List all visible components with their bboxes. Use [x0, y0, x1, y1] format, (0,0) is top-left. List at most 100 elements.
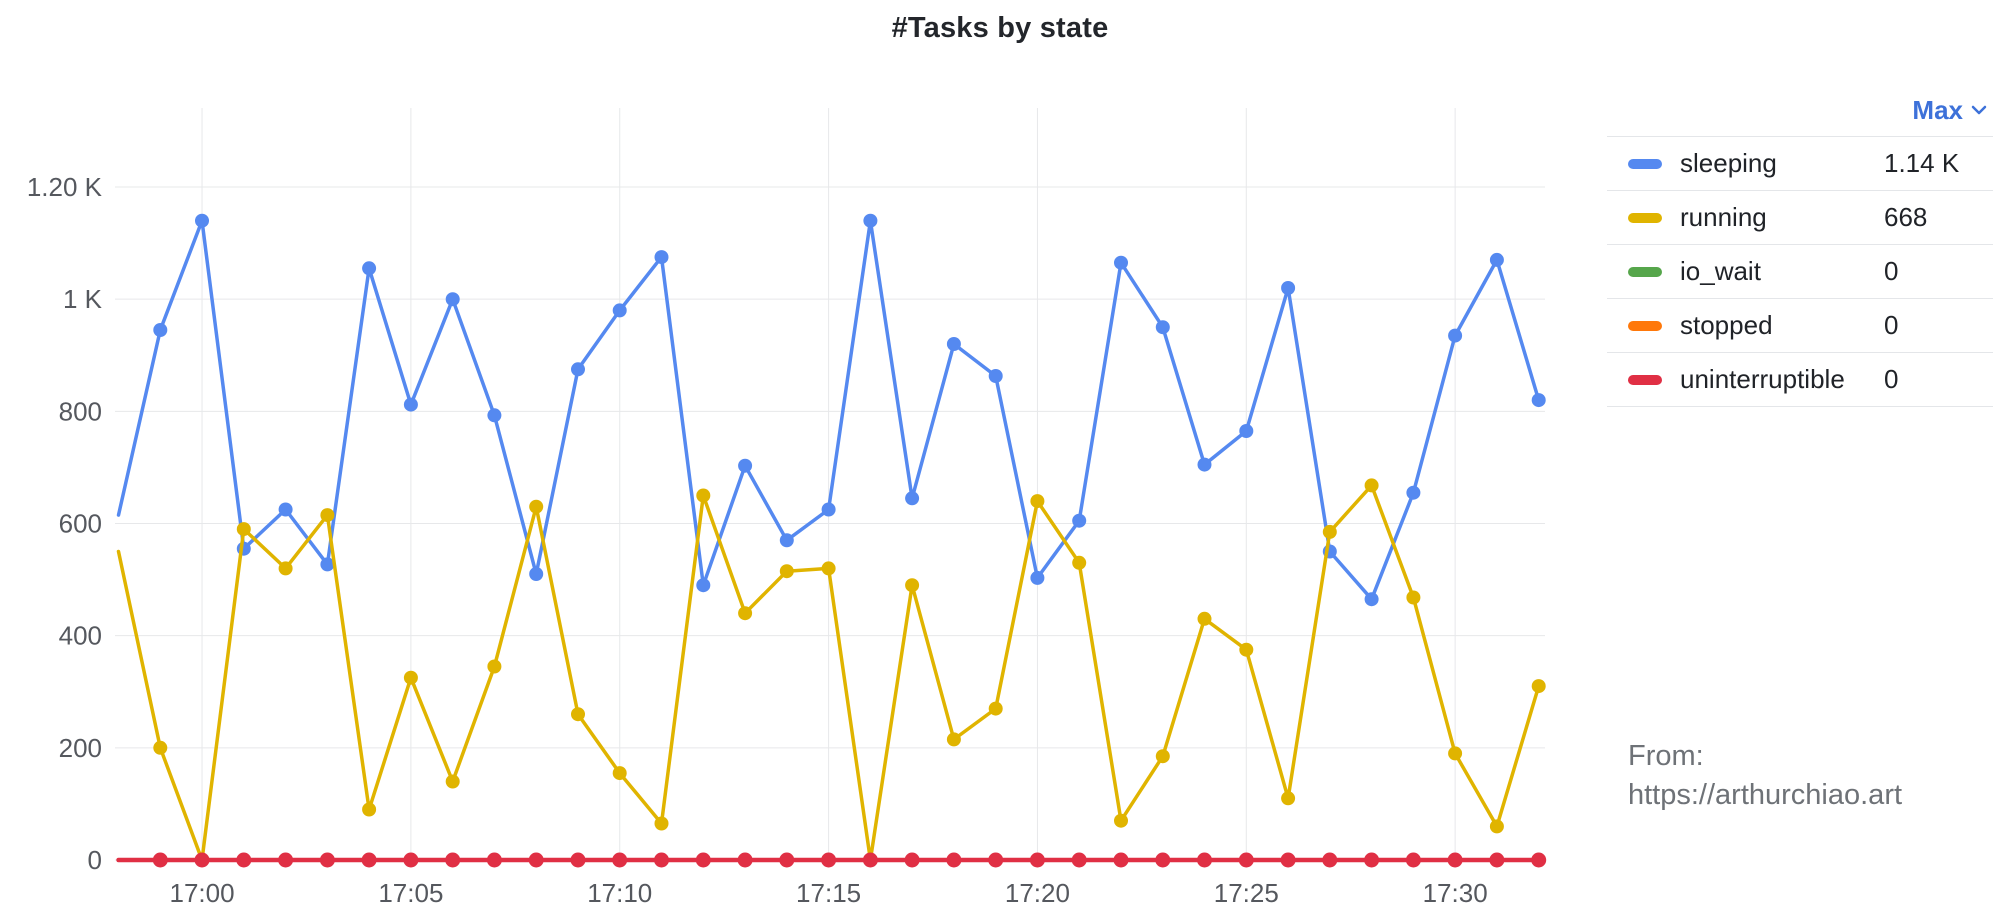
legend-series-name[interactable]: io_wait	[1680, 256, 1761, 286]
data-point-running	[1406, 590, 1421, 605]
legend-row-io-wait[interactable]: io_wait 0	[1607, 245, 1993, 299]
data-point-running	[487, 659, 502, 674]
y-tick-label: 0	[88, 845, 102, 875]
legend-series-name[interactable]: sleeping	[1680, 148, 1777, 178]
data-point-sleeping	[571, 362, 585, 377]
y-tick-label: 200	[59, 733, 102, 763]
y-axis: 0 200 400 600 800 1 K 1.20 K	[27, 172, 1545, 875]
legend-series-max-value: 0	[1884, 364, 1899, 394]
data-point-running	[571, 707, 585, 722]
data-point-uninterruptible	[862, 852, 878, 868]
legend-sort-header[interactable]: Max	[1607, 84, 1993, 137]
data-point-running	[1239, 642, 1254, 657]
data-point-sleeping	[1281, 281, 1296, 295]
data-point-running	[1197, 611, 1212, 626]
data-point-running	[905, 578, 920, 593]
data-point-uninterruptible	[319, 852, 335, 868]
data-point-running	[1322, 524, 1337, 539]
legend-row-uninterruptible[interactable]: uninterruptible 0	[1607, 353, 1993, 407]
data-point-running	[1448, 746, 1463, 761]
legend-row-stopped[interactable]: stopped 0	[1607, 299, 1993, 353]
data-point-sleeping	[1531, 393, 1546, 408]
data-point-running	[738, 606, 753, 621]
legend-series-max-value: 668	[1884, 202, 1928, 232]
data-point-running	[946, 732, 961, 747]
legend-sort-label[interactable]: Max	[1912, 94, 1963, 125]
data-point-uninterruptible	[1029, 852, 1045, 868]
y-tick-label: 1.20 K	[27, 172, 103, 202]
legend-row-sleeping[interactable]: sleeping 1.14 K	[1607, 137, 1993, 191]
x-tick-label: 17:25	[1214, 878, 1279, 908]
data-point-sleeping	[779, 533, 794, 548]
data-point-sleeping	[487, 408, 502, 423]
data-point-uninterruptible	[988, 852, 1004, 868]
chevron-down-icon	[1971, 105, 1987, 115]
attribution-text: From: https://arthurchiao.art	[1628, 737, 1902, 815]
series-color-swatch	[1628, 266, 1662, 277]
data-point-sleeping	[988, 369, 1003, 383]
data-point-uninterruptible	[445, 852, 461, 868]
data-point-uninterruptible	[737, 852, 753, 868]
y-tick-label: 400	[59, 621, 102, 651]
line-chart-plot-area[interactable]: 0 200 400 600 800 1 K 1.20 K 17:00 17:05 17:10 17:…	[0, 0, 1560, 919]
legend-series-name[interactable]: stopped	[1680, 310, 1773, 340]
data-point-sleeping	[236, 541, 251, 556]
x-tick-label: 17:05	[378, 878, 443, 908]
data-point-running	[1030, 494, 1045, 509]
data-point-sleeping	[738, 458, 753, 473]
data-point-uninterruptible	[904, 852, 920, 868]
x-tick-label: 17:00	[170, 878, 235, 908]
data-point-uninterruptible	[1531, 852, 1547, 868]
data-point-uninterruptible	[821, 852, 837, 868]
legend-series-max-value: 0	[1884, 310, 1899, 340]
x-tick-label: 17:10	[587, 878, 652, 908]
attribution-line2: https://arthurchiao.art	[1628, 779, 1903, 811]
data-point-sleeping	[612, 303, 627, 318]
data-point-sleeping	[1114, 255, 1128, 270]
data-point-uninterruptible	[1238, 852, 1254, 868]
data-point-sleeping	[1072, 513, 1087, 528]
legend-row-running[interactable]: running 668	[1607, 191, 1993, 245]
series-running	[116, 478, 1546, 867]
data-point-running	[988, 701, 1003, 716]
data-point-running	[1281, 791, 1296, 806]
legend-series-name[interactable]: running	[1680, 202, 1767, 232]
data-point-running	[362, 802, 377, 817]
data-point-uninterruptible	[236, 852, 252, 868]
data-point-running	[696, 488, 711, 503]
data-point-running	[1072, 555, 1087, 570]
data-point-uninterruptible	[612, 852, 628, 868]
data-point-uninterruptible	[1071, 852, 1087, 868]
series-color-swatch	[1628, 320, 1662, 331]
page-title: #Tasks by state	[891, 12, 1109, 44]
data-point-sleeping	[1155, 320, 1170, 335]
data-point-running	[779, 564, 794, 579]
data-point-sleeping	[362, 261, 377, 276]
legend-series-name[interactable]: uninterruptible	[1680, 364, 1845, 394]
y-tick-label: 1 K	[63, 284, 103, 314]
x-tick-label: 17:30	[1423, 878, 1488, 908]
data-point-running	[529, 499, 544, 514]
y-tick-label: 600	[59, 509, 102, 539]
data-point-uninterruptible	[1322, 852, 1338, 868]
data-point-uninterruptible	[403, 852, 419, 868]
data-point-running	[1155, 749, 1170, 764]
data-point-uninterruptible	[1447, 852, 1463, 868]
y-tick-label: 800	[59, 396, 102, 426]
data-point-sleeping	[1239, 424, 1254, 438]
data-point-sleeping	[905, 491, 920, 506]
data-point-sleeping	[654, 250, 669, 265]
x-tick-label: 17:20	[1005, 878, 1070, 908]
data-point-sleeping	[1197, 457, 1212, 472]
legend-series-max-value: 0	[1884, 256, 1899, 286]
data-point-uninterruptible	[695, 852, 711, 868]
data-point-uninterruptible	[1489, 852, 1505, 868]
data-point-uninterruptible	[194, 852, 210, 868]
data-point-sleeping	[195, 213, 209, 228]
data-point-sleeping	[403, 397, 418, 412]
series-color-swatch	[1628, 212, 1662, 223]
data-point-sleeping	[863, 213, 878, 228]
data-point-running	[320, 508, 335, 523]
series-sleeping	[116, 213, 1546, 607]
